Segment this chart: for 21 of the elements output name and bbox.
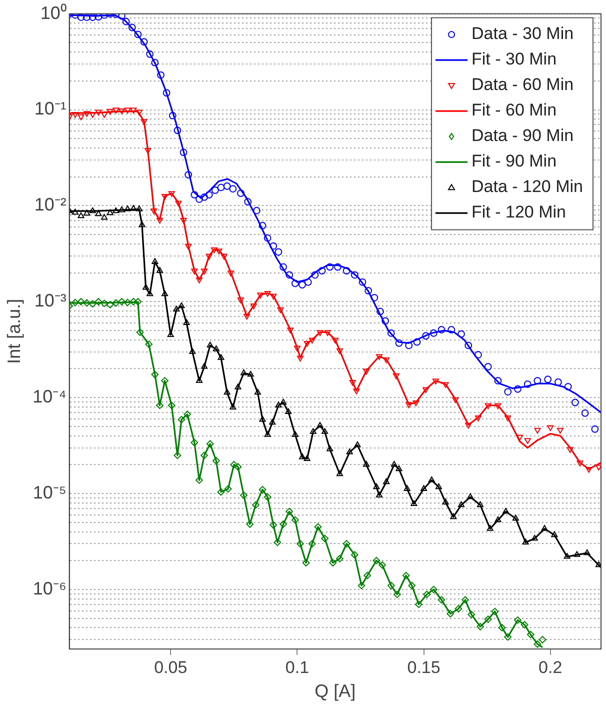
y-tick-label: 10⁻¹ xyxy=(34,98,66,119)
legend-label: Data - 60 Min xyxy=(472,75,574,94)
legend-label: Data - 90 Min xyxy=(472,126,574,146)
legend-label: Fit - 90 Min xyxy=(472,152,557,171)
legend-label: Data - 30 Min xyxy=(472,24,574,44)
legend-label: Fit - 30 Min xyxy=(472,50,557,69)
legend-label: Data - 120 Min xyxy=(472,177,584,196)
y-tick-label: 10⁻⁴ xyxy=(32,386,66,407)
legend-label: Fit - 120 Min xyxy=(472,202,566,222)
x-axis-title: Q [A] xyxy=(314,681,356,702)
y-axis-title: Int [a.u.] xyxy=(4,298,24,364)
y-tick-label: 10⁻⁶ xyxy=(32,578,66,598)
x-tick-label: 0.15 xyxy=(407,658,440,677)
x-tick-label: 0.05 xyxy=(154,658,188,677)
y-tick-label: 10⁰ xyxy=(40,2,66,23)
x-tick-label: 0.2 xyxy=(538,658,562,677)
y-tick-label: 10⁻² xyxy=(34,194,66,215)
legend-label: Fit - 60 Min xyxy=(472,100,557,120)
y-tick-label: 10⁻³ xyxy=(34,290,66,311)
x-tick-label: 0.1 xyxy=(285,658,310,677)
y-tick-label: 10⁻⁵ xyxy=(32,482,66,503)
